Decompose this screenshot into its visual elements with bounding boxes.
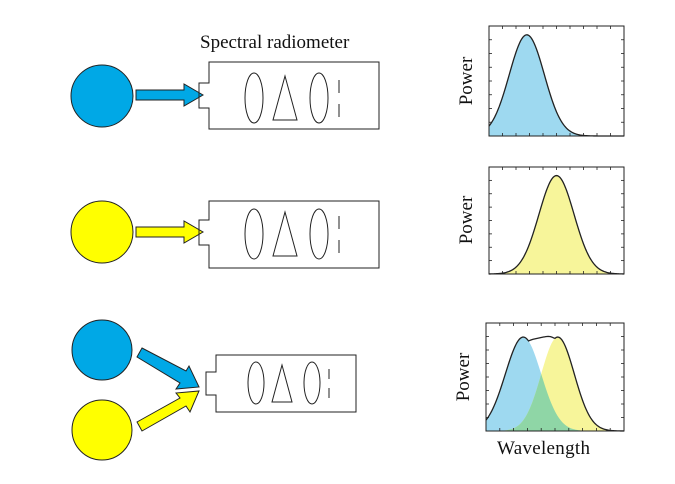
blue-light-source: [71, 319, 133, 381]
lens-icon: [244, 72, 264, 124]
power-axis-label: Power: [456, 195, 477, 244]
power-axis-label: Power: [453, 352, 474, 401]
spectrum-chart-3: Power: [453, 322, 625, 432]
radiometer-title: Spectral radiometer: [200, 32, 350, 53]
spectrum-area-1: [489, 34, 624, 136]
spectrum-area-1: [489, 175, 624, 274]
lens-icon: [309, 72, 329, 124]
blue-light-source: [70, 64, 134, 128]
blue-arrow: [136, 347, 200, 390]
lens-icon: [303, 361, 321, 405]
spectrum-chart-2: Power: [456, 166, 625, 275]
spectrum-area-1: [486, 337, 624, 431]
spectrum-area-2: [486, 337, 624, 431]
prism-icon: [272, 210, 298, 257]
row-2: [70, 200, 380, 269]
lens-icon: [309, 208, 329, 260]
power-axis-label: Power: [456, 56, 477, 105]
prism-icon: [272, 74, 298, 121]
prism-icon: [271, 363, 293, 403]
row-1: [70, 61, 380, 130]
spectrum-overlap-area: [486, 374, 624, 431]
spectrum-charts: Power Power Power: [453, 25, 625, 432]
radiometer-box: [198, 61, 380, 130]
lens-icon: [244, 208, 264, 260]
row-3: [71, 319, 357, 461]
blue-arrow: [135, 83, 204, 107]
spectrum-chart-1: Power: [456, 25, 625, 137]
wavelength-axis-label: Wavelength: [497, 438, 591, 459]
lens-icon: [247, 361, 265, 405]
spectrum-curve: [485, 335, 625, 432]
radiometer-box: [205, 354, 357, 413]
yellow-arrow: [135, 220, 204, 244]
yellow-light-source: [70, 200, 134, 264]
yellow-light-source: [71, 399, 133, 461]
radiometer-box: [198, 200, 380, 269]
yellow-arrow: [136, 390, 200, 432]
spectrum-curve: [488, 174, 625, 275]
